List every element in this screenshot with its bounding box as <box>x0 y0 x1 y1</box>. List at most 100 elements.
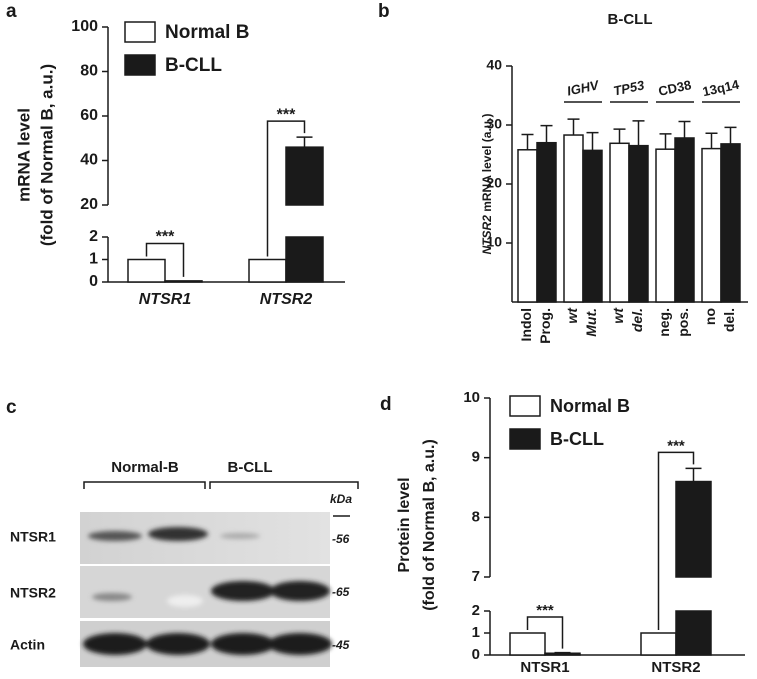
x-tick-label: del. <box>721 308 737 332</box>
y-tick-label: 30 <box>486 116 502 132</box>
y-tick-label: 0 <box>89 273 98 290</box>
y-tick-label: 20 <box>80 196 98 213</box>
marker-label: -45 <box>332 638 350 652</box>
bar <box>544 652 581 656</box>
y-tick-label: 2 <box>89 228 98 245</box>
y-axis-label: (fold of Normal B, a.u.) <box>421 439 438 611</box>
significance-bracket <box>266 120 306 257</box>
legend-swatch <box>509 395 541 417</box>
bar <box>582 149 603 303</box>
significance-bracket <box>526 616 564 649</box>
y-tick-label: 80 <box>80 63 98 80</box>
bar <box>675 610 712 656</box>
bar <box>164 280 203 283</box>
y-tick-label: 10 <box>486 234 502 250</box>
error-bar <box>632 120 645 146</box>
x-tick-label: Prog. <box>537 308 553 344</box>
error-bar <box>613 128 626 144</box>
error-bar <box>685 467 702 482</box>
marker-label: -65 <box>332 585 350 599</box>
y-tick-label: 40 <box>80 152 98 169</box>
error-bar <box>540 124 553 143</box>
x-tick-label: NTSR1 <box>139 291 192 308</box>
x-tick-label: Indol <box>518 308 534 341</box>
y-tick-label: 7 <box>472 568 480 585</box>
x-tick-label: Mut. <box>583 308 599 337</box>
y-tick-label: 9 <box>472 449 480 466</box>
y-tick-label: 2 <box>472 602 480 619</box>
group-label: B-CLL <box>228 459 273 476</box>
error-bar <box>521 133 534 150</box>
group-bracket <box>83 481 359 489</box>
group-label: CD38 <box>657 77 693 99</box>
group-label: IGHV <box>566 77 602 99</box>
y-tick-label: 60 <box>80 107 98 124</box>
legend-label: Normal B <box>550 396 630 416</box>
legend-swatch <box>124 21 156 43</box>
y-tick-label: 10 <box>463 389 480 406</box>
x-tick-label: del. <box>629 308 645 332</box>
panel-label: c <box>6 397 17 418</box>
row-label: NTSR2 <box>10 585 56 601</box>
error-bar <box>586 131 599 151</box>
y-tick-label: 100 <box>71 18 98 35</box>
legend-label: B-CLL <box>165 55 222 76</box>
significance-label: *** <box>667 437 685 454</box>
significance-bracket <box>657 451 695 630</box>
bar <box>609 142 630 303</box>
y-tick-label: 40 <box>486 57 502 73</box>
x-tick-label: NTSR2 <box>651 659 700 676</box>
y-axis-label: (fold of Normal B, a.u.) <box>37 64 56 246</box>
legend-label: B-CLL <box>550 429 604 449</box>
error-bar <box>724 126 737 144</box>
y-axis-label-part: NTSR2 <box>480 215 494 255</box>
bar <box>675 480 712 578</box>
bar <box>720 143 741 303</box>
legend-label: Normal B <box>165 22 249 43</box>
panel-label: b <box>378 1 390 22</box>
significance-bracket <box>145 242 185 277</box>
y-tick-label: 0 <box>472 646 480 663</box>
bar <box>628 144 649 303</box>
y-axis-label: mRNA level <box>14 108 33 202</box>
x-tick-label: neg. <box>656 308 672 337</box>
x-tick-label: no <box>702 308 718 325</box>
row-label: NTSR1 <box>10 529 56 545</box>
bar <box>640 632 677 656</box>
bar <box>285 146 324 206</box>
error-bar <box>567 118 580 136</box>
x-tick-label: wt <box>564 307 580 324</box>
y-tick-label: 8 <box>472 508 480 525</box>
y-axis-label: NTSR2 mRNA level (a.u.) <box>480 114 494 255</box>
panel-label: d <box>380 394 392 415</box>
error-bar <box>554 651 571 654</box>
significance-label: *** <box>277 106 296 123</box>
legend-swatch <box>124 54 156 76</box>
error-bar <box>296 136 313 148</box>
bar <box>563 134 584 303</box>
group-label: TP53 <box>612 77 646 98</box>
error-bar <box>659 133 672 150</box>
y-axis-label-part: mRNA level (a.u.) <box>480 114 494 216</box>
x-tick-label: NTSR1 <box>520 659 569 676</box>
x-tick-label: NTSR2 <box>260 291 313 308</box>
bar <box>536 141 557 303</box>
significance-label: *** <box>156 229 175 246</box>
error-bar <box>705 132 718 149</box>
y-tick-label: 1 <box>89 251 98 268</box>
y-tick-label: 1 <box>472 624 480 641</box>
bar <box>517 149 538 303</box>
x-tick-label: pos. <box>675 308 691 337</box>
row-label: Actin <box>10 637 45 653</box>
bar <box>509 632 546 656</box>
unit-label: kDa <box>330 492 352 506</box>
group-label: 13q14 <box>701 77 741 99</box>
legend-swatch <box>509 428 541 450</box>
chart-title: B-CLL <box>608 11 653 28</box>
y-axis-label: Protein level <box>396 477 413 572</box>
bar <box>285 236 324 283</box>
error-bar <box>678 120 691 138</box>
x-tick-label: wt <box>610 307 626 324</box>
bar <box>248 258 287 283</box>
bar <box>655 148 676 303</box>
